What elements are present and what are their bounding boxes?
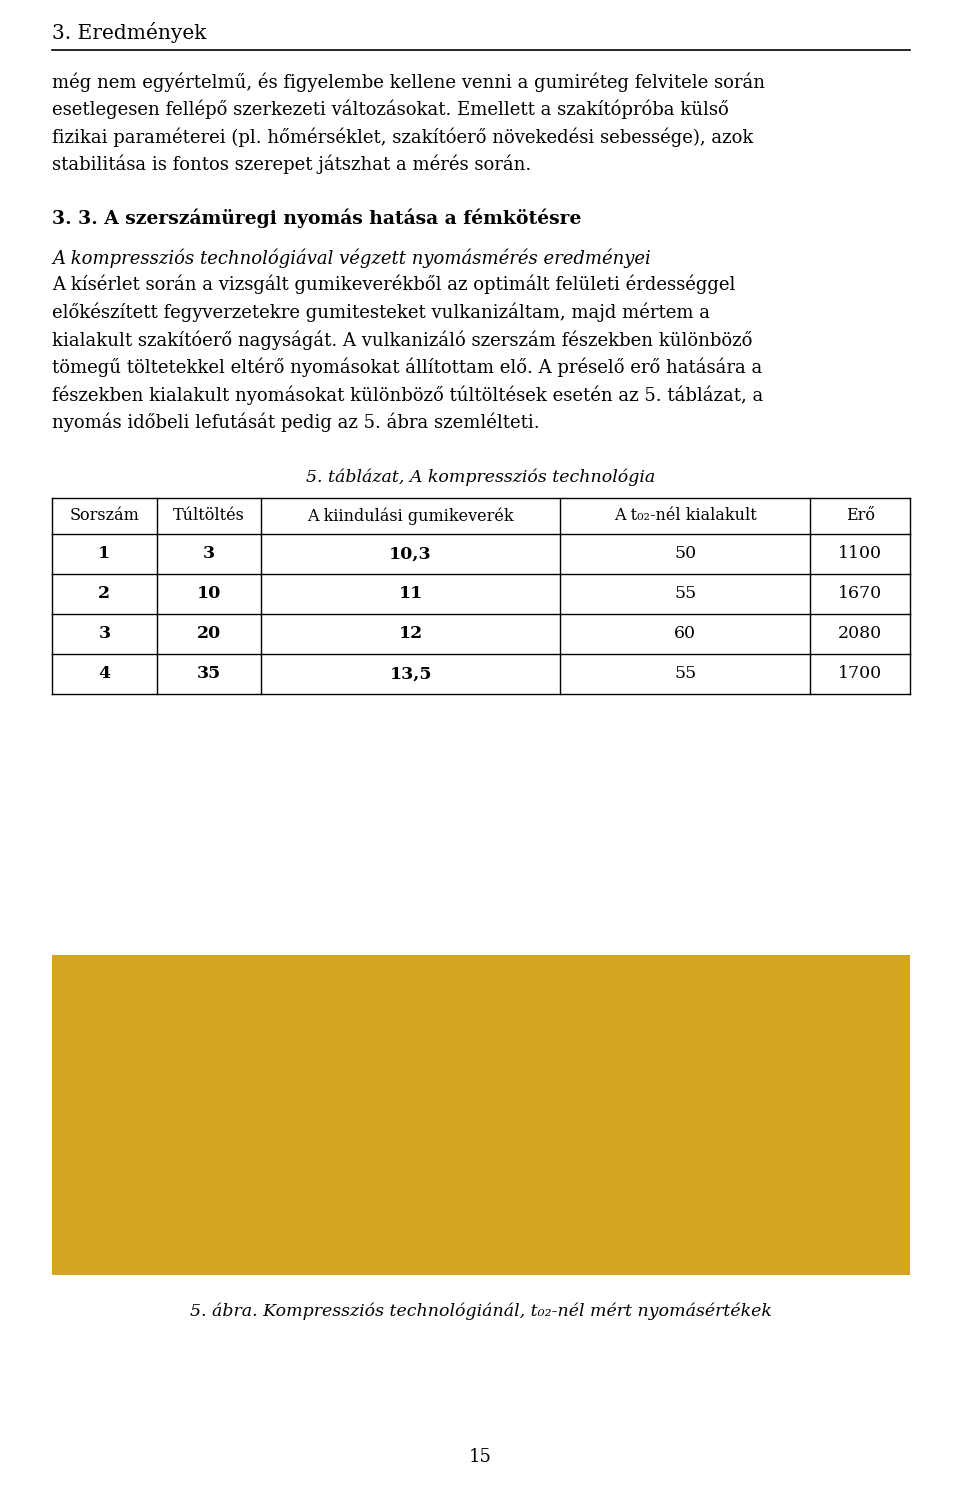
- Text: még nem egyértelmű, és figyelembe kellene venni a gumiréteg felvitele során
eset: még nem egyértelmű, és figyelembe kellen…: [52, 72, 765, 175]
- Text: Erő: Erő: [846, 508, 875, 524]
- Text: 2: 2: [98, 586, 110, 602]
- Text: A kompressziós technológiával végzett nyomásmérés eredményei: A kompressziós technológiával végzett ny…: [52, 248, 651, 267]
- Text: 1670: 1670: [838, 586, 882, 602]
- Text: 15: 15: [468, 1448, 492, 1466]
- Text: 3. 3. A szerszámüregi nyomás hatása a fémkötésre: 3. 3. A szerszámüregi nyomás hatása a fé…: [52, 208, 582, 227]
- Text: 55: 55: [674, 586, 696, 602]
- Text: 12: 12: [398, 626, 422, 642]
- Text: 5. ábra. Kompressziós technológiánál, t₀₂-nél mért nyomásértékek: 5. ábra. Kompressziós technológiánál, t₀…: [190, 1303, 772, 1321]
- Text: 1700: 1700: [838, 665, 882, 683]
- Text: 10,3: 10,3: [390, 545, 432, 563]
- Text: 60: 60: [674, 626, 696, 642]
- Text: 1100: 1100: [838, 545, 882, 563]
- Text: 3: 3: [203, 545, 215, 563]
- Text: 3. Eredmények: 3. Eredmények: [52, 22, 206, 43]
- Text: 13,5: 13,5: [390, 665, 432, 683]
- Y-axis label: Nyomás [bar]: Nyomás [bar]: [121, 1041, 138, 1162]
- Text: 10: 10: [197, 586, 221, 602]
- Text: 11: 11: [398, 586, 422, 602]
- Bar: [52, 955, 910, 1274]
- Text: 20: 20: [197, 626, 221, 642]
- Text: 50: 50: [674, 545, 696, 563]
- Text: 1: 1: [98, 545, 110, 563]
- Text: Sorszám: Sorszám: [69, 508, 139, 524]
- Text: 3: 3: [98, 626, 110, 642]
- Text: 5. táblázat, A kompressziós technológia: 5. táblázat, A kompressziós technológia: [306, 468, 656, 486]
- Text: 2080: 2080: [838, 626, 882, 642]
- Text: 55: 55: [674, 665, 696, 683]
- Text: A kísérlet során a vizsgált gumikeverékből az optimált felületi érdességgel
elők: A kísérlet során a vizsgált gumikeverékb…: [52, 275, 763, 432]
- Text: Túltöltés: Túltöltés: [173, 508, 245, 524]
- Text: 35: 35: [197, 665, 221, 683]
- X-axis label: Vulkanizálási idő [s]: Vulkanizálási idő [s]: [378, 1256, 561, 1273]
- Legend: 35%, 20%, 3%, t02, 10%: 35%, 20%, 3%, t02, 10%: [800, 1023, 903, 1180]
- Text: A t₀₂-nél kialakult: A t₀₂-nél kialakult: [613, 508, 756, 524]
- Text: 4: 4: [98, 665, 110, 683]
- Text: A kiindulási gumikeverék: A kiindulási gumikeverék: [307, 508, 514, 524]
